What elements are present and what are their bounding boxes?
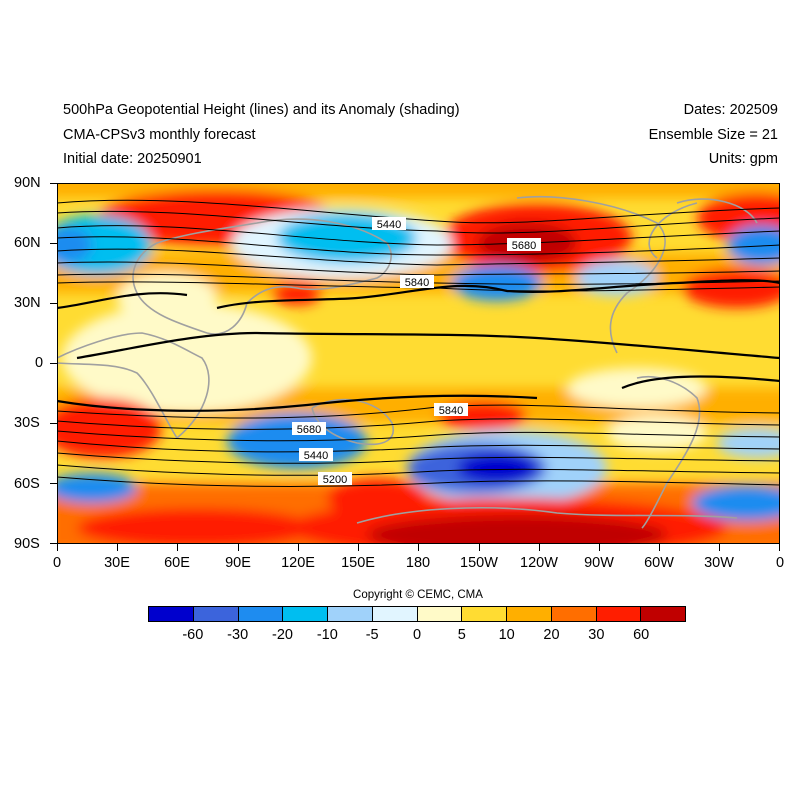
colorbar-swatch (149, 607, 194, 621)
lon-label: 120E (281, 555, 315, 571)
lat-label: 90S (14, 536, 40, 552)
colorbar-label: -30 (227, 627, 249, 643)
colorbar-label: -10 (316, 627, 338, 643)
model-name: CMA-CPSv3 monthly forecast (63, 127, 256, 143)
lon-tick (659, 544, 660, 551)
colorbar-label: -60 (182, 627, 204, 643)
colorbar-swatch (328, 607, 373, 621)
colorbar-swatch (193, 607, 239, 621)
colorbar-swatch (417, 607, 463, 621)
contour-label: 5200 (323, 474, 347, 486)
lon-label: 60W (644, 555, 674, 571)
lon-label: 150W (460, 555, 498, 571)
lon-tick (539, 544, 540, 551)
lon-label: 30W (704, 555, 734, 571)
lon-label: 150E (341, 555, 375, 571)
lon-tick (599, 544, 600, 551)
lat-label: 0 (35, 355, 44, 371)
anomaly-map: 5440 5680 5840 5840 5680 5440 5200 (57, 183, 780, 544)
thick-contours (57, 279, 780, 412)
colorbar-swatch (641, 607, 685, 621)
lat-label: 30S (14, 415, 40, 431)
lon-tick (177, 544, 178, 551)
lon-label: 30E (104, 555, 130, 571)
colorbar-label: -20 (272, 627, 293, 643)
contour-label: 5840 (405, 277, 429, 289)
lon-label: 180 (405, 555, 431, 571)
lon-tick (57, 544, 58, 551)
colorbar-label: 5 (457, 627, 466, 643)
colorbar-label: 10 (498, 627, 515, 643)
lon-label: 90W (584, 555, 614, 571)
lon-tick (719, 544, 720, 551)
contour-label: 5680 (512, 240, 536, 252)
lat-tick (50, 363, 57, 364)
lon-tick (779, 544, 780, 551)
coastlines (57, 195, 758, 529)
colorbar-swatch (551, 607, 597, 621)
lat-label: 60N (14, 235, 41, 251)
colorbar-label: 60 (633, 627, 650, 643)
colorbar-label: -5 (365, 627, 379, 643)
contour-label: 5680 (297, 424, 321, 436)
lon-tick (298, 544, 299, 551)
lon-label: 120W (520, 555, 558, 571)
lat-tick (50, 183, 57, 184)
map-title: 500hPa Geopotential Height (lines) and i… (63, 102, 460, 118)
colorbar-swatch (372, 607, 418, 621)
contour-value-labels: 5440 5680 5840 5840 5680 5440 5200 (292, 217, 541, 486)
lat-tick (50, 543, 57, 544)
lon-label: 60E (164, 555, 190, 571)
colorbar (148, 606, 686, 622)
colorbar-swatch (238, 607, 284, 621)
contour-label: 5440 (377, 219, 401, 231)
ensemble-size: Ensemble Size = 21 (648, 127, 778, 143)
colorbar-label: 20 (543, 627, 560, 643)
lon-label: 90E (225, 555, 251, 571)
lon-tick (358, 544, 359, 551)
colorbar-swatch (283, 607, 328, 621)
colorbar-swatch (462, 607, 507, 621)
lat-tick (50, 243, 57, 244)
lon-tick (117, 544, 118, 551)
contour-label: 5840 (439, 405, 463, 417)
colorbar-label: 0 (412, 627, 422, 643)
lat-label: 30N (14, 295, 41, 311)
initial-date: Initial date: 20250901 (63, 151, 202, 167)
lat-tick (50, 483, 57, 484)
forecast-dates: Dates: 202509 (683, 102, 778, 118)
lat-label: 90N (14, 175, 41, 191)
contour-label: 5440 (304, 450, 328, 462)
map-border (57, 183, 780, 544)
map-canvas: 5440 5680 5840 5840 5680 5440 5200 (57, 183, 780, 544)
copyright-note: Copyright © CEMC, CMA (353, 589, 483, 601)
lon-label: 0 (52, 555, 62, 571)
colorbar-swatch (596, 607, 642, 621)
lon-tick (238, 544, 239, 551)
lon-label: 0 (775, 555, 785, 571)
colorbar-swatch (507, 607, 552, 621)
units-label: Units: gpm (708, 151, 778, 167)
lat-tick (50, 303, 57, 304)
lon-tick (418, 544, 419, 551)
colorbar-label: 30 (588, 627, 605, 643)
lat-tick (50, 423, 57, 424)
lon-tick (479, 544, 480, 551)
lat-label: 60S (14, 476, 40, 492)
